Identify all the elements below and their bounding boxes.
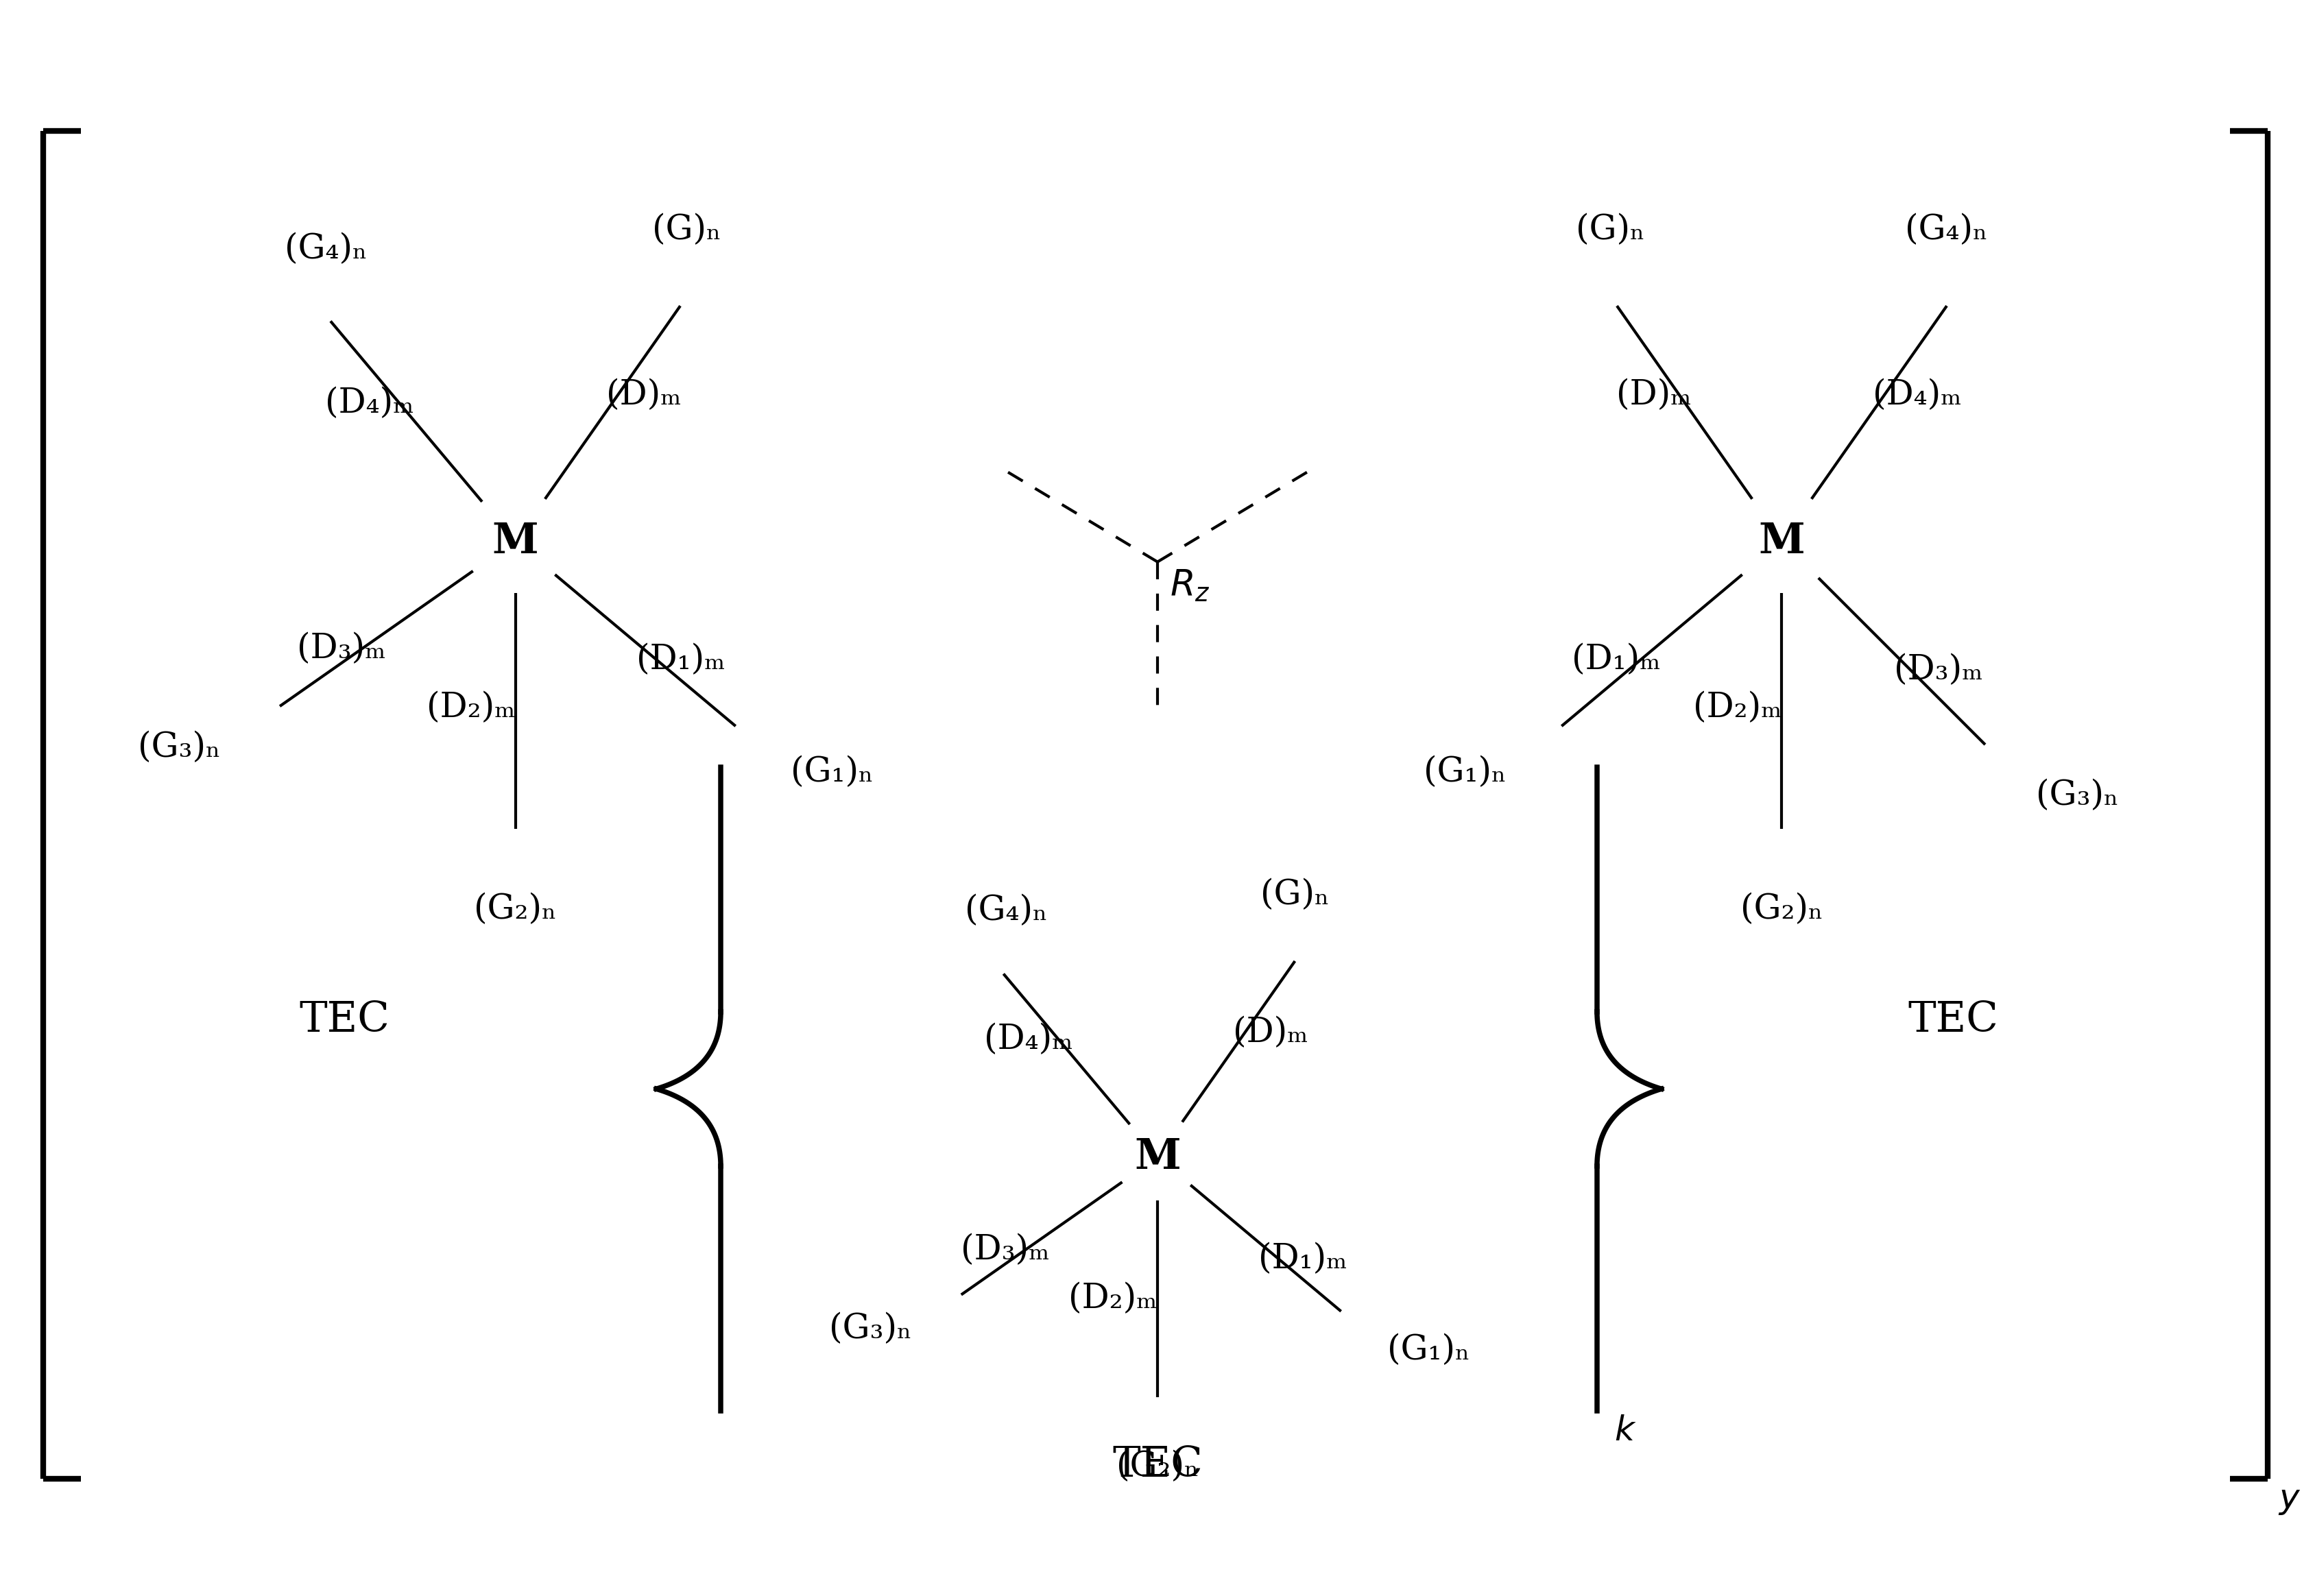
Text: TEC: TEC [1908,999,1998,1041]
Text: $k$: $k$ [1614,1414,1637,1448]
Text: (G₂)ₙ: (G₂)ₙ [1741,892,1824,926]
Text: (D₄)ₘ: (D₄)ₘ [984,1023,1072,1057]
Text: (D₂)ₘ: (D₂)ₘ [426,691,516,725]
Text: (D₂)ₘ: (D₂)ₘ [1692,691,1783,725]
Text: (D₃)ₘ: (D₃)ₘ [961,1232,1049,1267]
Text: (D)ₘ: (D)ₘ [1234,1015,1308,1050]
Text: (G₄)ₙ: (G₄)ₙ [285,231,368,267]
Text: M: M [1134,1136,1181,1178]
Text: (G)ₙ: (G)ₙ [653,214,722,247]
Text: (G₃)ₙ: (G₃)ₙ [139,731,220,764]
Text: (G₁)ₙ: (G₁)ₙ [1387,1333,1470,1366]
Text: (D)ₘ: (D)ₘ [607,378,681,412]
Text: (D₂)ₘ: (D₂)ₘ [1070,1282,1158,1315]
Text: (G₂)ₙ: (G₂)ₙ [1116,1449,1199,1484]
Text: (G₂)ₙ: (G₂)ₙ [475,892,556,926]
Text: (G₄)ₙ: (G₄)ₙ [965,894,1049,927]
Text: (G)ₙ: (G)ₙ [1577,214,1644,247]
Text: (G₁)ₙ: (G₁)ₙ [792,755,873,790]
Text: (G₃)ₙ: (G₃)ₙ [829,1312,912,1345]
Text: (D₃)ₘ: (D₃)ₘ [296,632,387,666]
Text: TEC: TEC [1111,1444,1204,1486]
Text: (G₄)ₙ: (G₄)ₙ [1905,214,1989,247]
Text: M: M [493,520,539,562]
Text: (D₁)ₘ: (D₁)ₘ [637,643,725,677]
Text: M: M [1759,520,1806,562]
Text: (D₄)ₘ: (D₄)ₘ [1873,378,1961,412]
Text: (G)ₙ: (G)ₙ [1259,878,1329,911]
Text: $R_z$: $R_z$ [1169,568,1211,603]
Text: (G₁)ₙ: (G₁)ₙ [1424,755,1507,790]
Text: (D₁)ₘ: (D₁)ₘ [1259,1242,1347,1275]
Text: (D₃)ₘ: (D₃)ₘ [1894,653,1982,686]
Text: $y$: $y$ [2278,1483,2301,1516]
Text: TEC: TEC [299,999,389,1041]
Text: (D₁)ₘ: (D₁)ₘ [1572,643,1660,677]
Text: (D₄)ₘ: (D₄)ₘ [324,386,414,420]
Text: (G₃)ₙ: (G₃)ₙ [2035,779,2118,812]
Text: (D)ₘ: (D)ₘ [1616,378,1692,412]
